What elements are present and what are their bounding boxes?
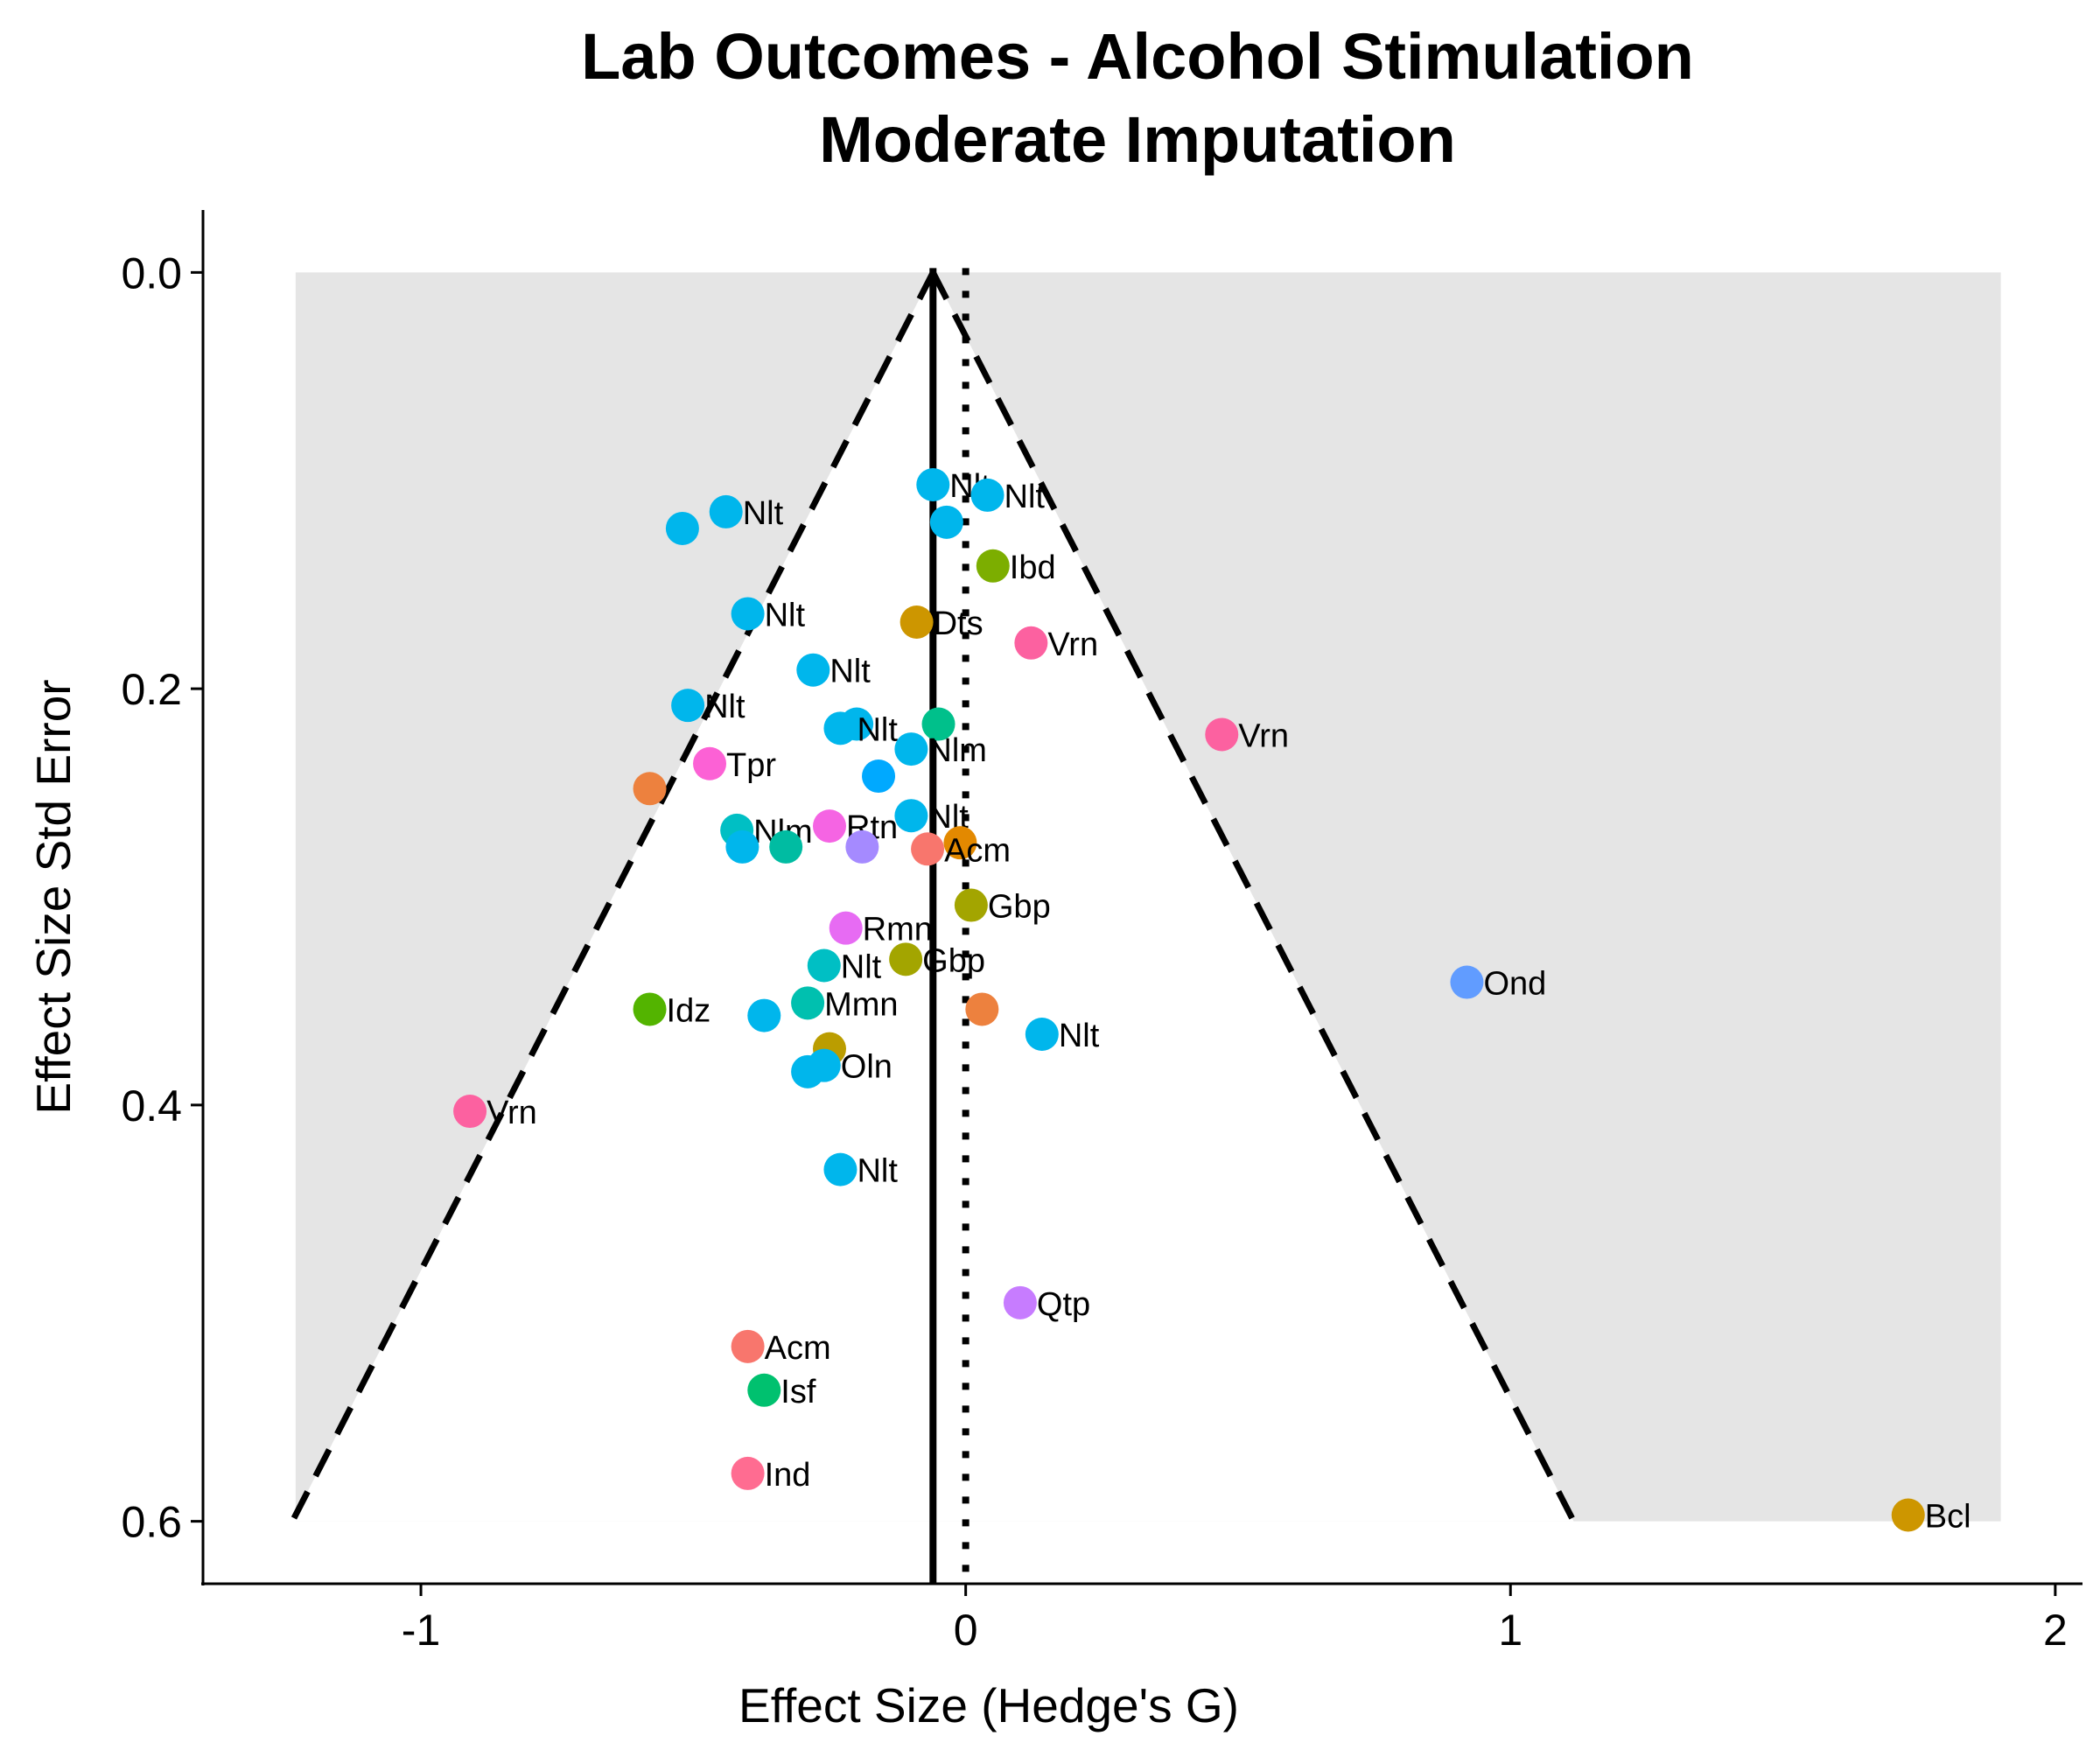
- point-label: Nlt: [1004, 479, 1046, 515]
- data-point: [823, 711, 858, 746]
- data-point: [813, 809, 846, 844]
- data-point: [970, 478, 1004, 512]
- data-point: [671, 689, 705, 723]
- point-label: Nlt: [830, 654, 871, 690]
- point-label: Bcl: [1925, 1499, 1971, 1536]
- data-point: [693, 746, 727, 780]
- point-label: Rmn: [863, 912, 933, 948]
- data-point: [1003, 1285, 1037, 1320]
- data-point: [862, 760, 896, 794]
- point-label: Vrn: [486, 1095, 537, 1131]
- plot-area: Nlt Nlt Nlt Ibd Nlt Dts Vrn Nlt Nlt Nlt Vrn Nlm Tpr N…: [289, 268, 2001, 1584]
- point-label: Dts: [934, 606, 984, 642]
- point-label: Vrn: [1047, 626, 1098, 663]
- data-point: [829, 911, 863, 945]
- y-tick-label: 0.6: [121, 1498, 182, 1547]
- data-point: [791, 1054, 825, 1088]
- x-tick-label: 2: [2043, 1606, 2068, 1655]
- data-point: [943, 826, 977, 860]
- x-tick-label: -1: [402, 1606, 440, 1655]
- y-tick-label: 0.4: [121, 1082, 182, 1130]
- data-point: [747, 998, 781, 1032]
- point-label: Vrn: [1238, 718, 1289, 754]
- point-label: Gbp: [922, 942, 985, 979]
- data-point: [894, 799, 928, 833]
- data-point: [916, 468, 950, 501]
- x-axis-title: Effect Size (Hedge's G): [738, 1678, 1239, 1732]
- chart-subtitle: Moderate Imputation: [819, 103, 1456, 176]
- data-point: [747, 1373, 781, 1407]
- data-point: [1014, 626, 1048, 660]
- data-point: [889, 942, 923, 976]
- data-point: [731, 1329, 765, 1363]
- data-point: [453, 1095, 487, 1129]
- point-label: Oln: [841, 1049, 892, 1086]
- data-point: [894, 732, 928, 766]
- point-label: Ind: [765, 1457, 811, 1494]
- x-tick-label: 1: [1498, 1606, 1522, 1655]
- data-point: [1025, 1018, 1059, 1051]
- point-label: Idz: [667, 992, 711, 1029]
- data-point: [633, 992, 667, 1026]
- point-label: Isf: [780, 1374, 816, 1410]
- point-label: Nlt: [1059, 1018, 1100, 1054]
- y-axis-title: Effect Size Std Error: [26, 679, 80, 1114]
- data-point: [1450, 965, 1484, 999]
- point-label: Nlt: [841, 949, 882, 986]
- data-point: [731, 597, 765, 631]
- axes: -1 0 1 2 0.0 0.2 0.4 0.6: [121, 210, 2082, 1655]
- point-label: Nlm: [928, 732, 987, 769]
- data-point: [929, 505, 963, 539]
- data-point: [900, 606, 934, 639]
- data-point: [823, 1152, 858, 1186]
- x-tick-label: 0: [954, 1606, 978, 1655]
- data-point: [965, 992, 999, 1026]
- data-point: [633, 772, 667, 806]
- data-point: [791, 986, 825, 1020]
- point-label: Gbp: [988, 889, 1051, 926]
- data-point: [725, 830, 760, 864]
- point-label: Acm: [944, 832, 1011, 869]
- data-point: [1205, 718, 1239, 752]
- y-tick-label: 0.2: [121, 665, 182, 714]
- data-point: [976, 549, 1010, 583]
- point-label: Nlt: [743, 495, 784, 532]
- point-label: Nlt: [765, 597, 806, 634]
- data-point: [954, 888, 988, 922]
- data-point: [665, 511, 699, 545]
- point-label: Nlt: [704, 689, 746, 725]
- chart-title: Lab Outcomes - Alcohol Stimulation: [581, 20, 1694, 93]
- point-label: Qtp: [1037, 1286, 1090, 1323]
- point-label: Nlt: [857, 711, 898, 748]
- point-label: Ibd: [1010, 550, 1056, 586]
- point-label: Mmn: [824, 986, 898, 1023]
- point-label: Tpr: [726, 747, 776, 784]
- data-point: [769, 830, 803, 864]
- point-label: Acm: [765, 1330, 831, 1367]
- y-tick-label: 0.0: [121, 248, 182, 298]
- data-point: [731, 1456, 765, 1490]
- point-label: Nlt: [857, 1153, 898, 1190]
- data-point: [796, 653, 830, 687]
- data-point: [921, 707, 956, 741]
- point-label: Ond: [1483, 966, 1546, 1003]
- data-point: [1891, 1498, 1925, 1532]
- data-point: [807, 948, 841, 983]
- data-point: [845, 830, 879, 864]
- data-point: [911, 832, 945, 866]
- data-point: [709, 494, 743, 528]
